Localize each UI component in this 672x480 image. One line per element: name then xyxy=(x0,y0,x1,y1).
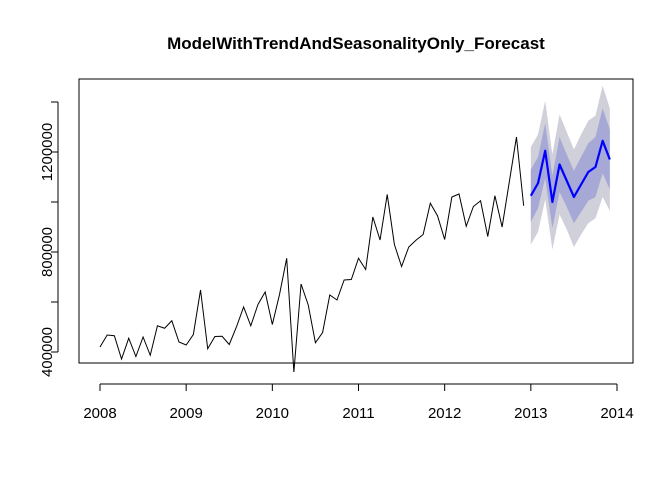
observed-series-line xyxy=(99,136,525,373)
x-tick-label: 2013 xyxy=(514,405,547,422)
x-tick-label: 2010 xyxy=(256,405,289,422)
x-tick-label: 2014 xyxy=(600,405,633,422)
y-tick-label: 1200000 xyxy=(39,123,56,181)
y-tick-label: 400000 xyxy=(39,327,56,377)
forecast-interval-80-band xyxy=(530,108,610,229)
x-tick-label: 2008 xyxy=(83,405,116,422)
x-tick-label: 2012 xyxy=(428,405,461,422)
x-tick-label: 2009 xyxy=(169,405,202,422)
x-tick-label: 2011 xyxy=(342,405,374,422)
y-tick-label: 800000 xyxy=(39,227,56,277)
plot-frame xyxy=(78,78,634,364)
chart-title: ModelWithTrendAndSeasonalityOnly_Forecas… xyxy=(167,34,545,53)
forecast-series-line xyxy=(529,139,611,204)
